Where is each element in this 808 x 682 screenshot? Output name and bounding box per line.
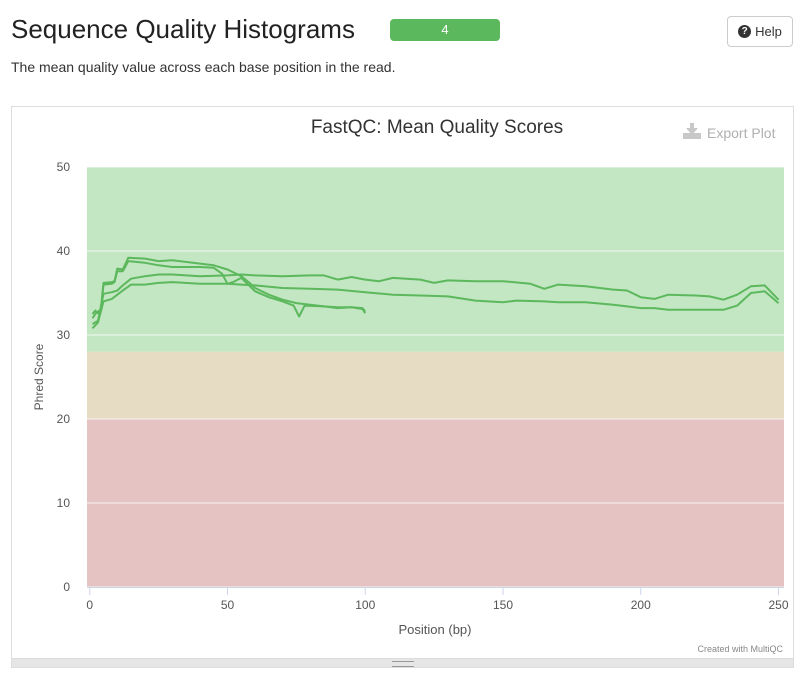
y-tick-label: 20 (57, 412, 71, 426)
page-title: Sequence Quality Histograms (11, 14, 355, 44)
x-tick-label: 250 (768, 598, 788, 612)
grip-icon (392, 661, 414, 667)
x-tick-label: 200 (631, 598, 651, 612)
x-axis: 0 50 100 150 200 250 (86, 587, 789, 612)
series-line (91, 273, 780, 325)
plot-resize-handle[interactable] (11, 658, 794, 668)
y-tick-label: 10 (57, 496, 71, 510)
series-line (91, 260, 367, 318)
quality-bands (87, 167, 784, 587)
y-tick-label: 0 (63, 580, 70, 594)
y-axis-title: Phred Score (32, 343, 46, 410)
plot-container: 0 10 20 30 40 50 0 50 100 150 200 250 FastQC: Mean… (11, 106, 794, 659)
chart-credit: Created with MultiQC (697, 644, 783, 654)
x-tick-label: 0 (86, 598, 93, 612)
series-line (91, 281, 780, 329)
y-tick-label: 30 (57, 328, 71, 342)
section-description: The mean quality value across each base … (11, 59, 396, 75)
sample-count-badge: 4 (390, 19, 500, 41)
x-axis-title: Position (bp) (399, 622, 472, 637)
x-tick-label: 50 (221, 598, 235, 612)
quality-band (87, 351, 784, 419)
export-plot-button[interactable]: Export Plot (683, 123, 776, 141)
y-axis: 0 10 20 30 40 50 (57, 160, 71, 594)
x-tick-label: 100 (355, 598, 375, 612)
help-button[interactable]: ? Help (727, 16, 793, 47)
download-icon (683, 123, 701, 139)
y-tick-label: 50 (57, 160, 71, 174)
quality-chart: 0 10 20 30 40 50 0 50 100 150 200 250 FastQC: Mean… (32, 117, 789, 654)
help-button-label: Help (755, 24, 782, 39)
x-tick-label: 150 (493, 598, 513, 612)
series-lines (91, 256, 780, 329)
chart-title: FastQC: Mean Quality Scores (311, 117, 563, 138)
question-circle-icon: ? (738, 25, 752, 38)
export-plot-label: Export Plot (707, 125, 776, 141)
y-tick-label: 40 (57, 244, 71, 258)
quality-band (87, 167, 784, 352)
